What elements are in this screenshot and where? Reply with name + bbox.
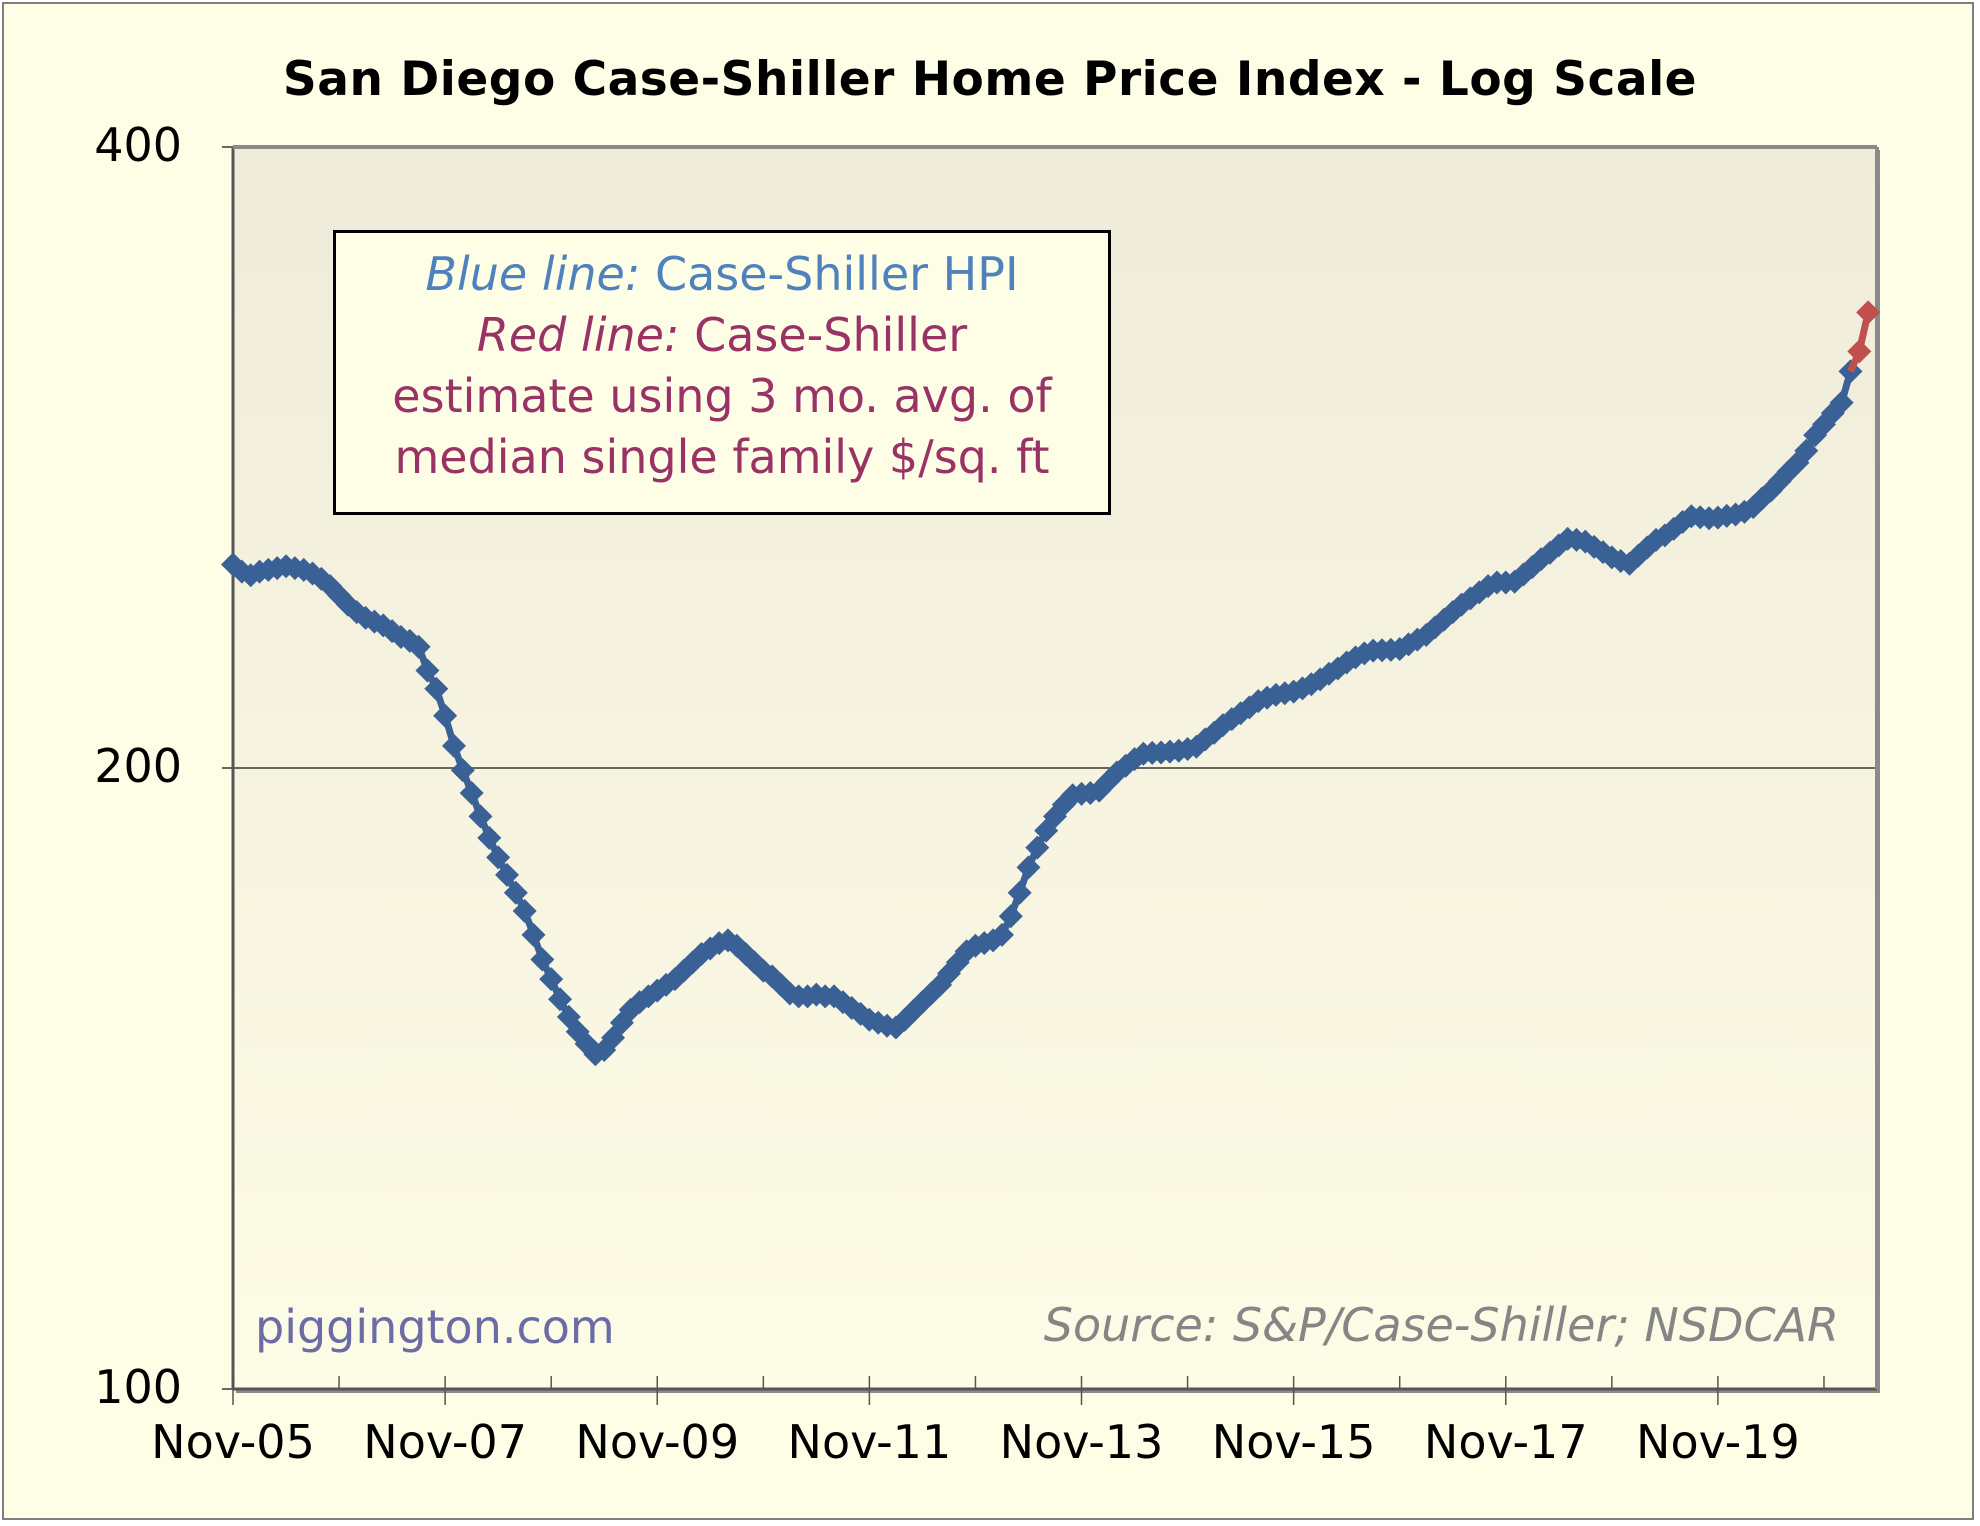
legend-line-blue: Blue line: Case-Shiller HPI	[336, 244, 1108, 305]
y-tick-label: 200	[94, 739, 182, 793]
data-point-marker	[989, 922, 1014, 947]
axes	[222, 145, 1879, 1405]
data-point-marker	[238, 563, 263, 588]
data-point-marker	[415, 658, 440, 683]
data-point-marker	[468, 804, 493, 829]
x-tick-label: Nov-09	[575, 1415, 740, 1469]
data-point-marker	[433, 703, 458, 728]
data-point-marker	[1847, 339, 1872, 364]
x-tick-label: Nov-17	[1423, 1415, 1588, 1469]
x-tick-label: Nov-07	[363, 1415, 527, 1469]
x-tick-label: Nov-11	[787, 1415, 952, 1469]
data-point-marker	[512, 898, 537, 923]
x-tick-label: Nov-13	[999, 1415, 1164, 1469]
data-point-marker	[424, 676, 449, 701]
x-tick-label: Nov-15	[1211, 1415, 1376, 1469]
legend-blue-key: Blue line:	[425, 247, 641, 301]
data-point-marker	[406, 634, 431, 659]
data-point-marker	[503, 880, 528, 905]
y-tick-label: 400	[94, 118, 182, 172]
data-point-marker	[1016, 855, 1041, 880]
x-tick-label: Nov-19	[1636, 1415, 1800, 1469]
data-point-marker	[495, 862, 519, 887]
legend-line-red-3: median single family $/sq. ft	[394, 430, 1050, 484]
data-point-marker	[1007, 880, 1032, 905]
data-point-marker	[1794, 438, 1819, 463]
data-point-marker	[1025, 835, 1050, 860]
data-point-marker	[521, 922, 546, 947]
data-point-marker	[548, 987, 573, 1012]
legend-red-key: Red line:	[476, 308, 680, 362]
data-point-marker	[530, 947, 555, 972]
series	[221, 300, 1881, 1067]
legend-line-red-2: estimate using 3 mo. avg. of	[392, 369, 1052, 423]
source-note: Source: S&P/Case-Shiller; NSDCAR	[1043, 1298, 1839, 1352]
data-point-marker	[486, 845, 511, 870]
legend-blue-text: Case-Shiller HPI	[640, 247, 1019, 301]
data-point-marker	[1856, 300, 1881, 325]
legend-red-text: Case-Shiller	[679, 308, 968, 362]
legend-line-red: Red line: Case-Shiller	[336, 305, 1108, 366]
chart-title: San Diego Case-Shiller Home Price Index …	[282, 52, 1698, 107]
y-tick-label: 100	[94, 1360, 182, 1414]
legend: Blue line: Case-Shiller HPI Red line: Ca…	[333, 230, 1111, 515]
data-point-marker	[477, 825, 502, 850]
data-point-marker	[998, 904, 1023, 929]
data-point-marker	[539, 967, 564, 992]
watermark-text: piggington.com	[255, 1300, 615, 1354]
data-point-marker	[441, 733, 466, 758]
data-point-marker	[1829, 390, 1854, 415]
x-tick-label: Nov-05	[151, 1415, 315, 1469]
data-point-marker	[450, 758, 475, 783]
data-point-marker	[459, 780, 484, 805]
